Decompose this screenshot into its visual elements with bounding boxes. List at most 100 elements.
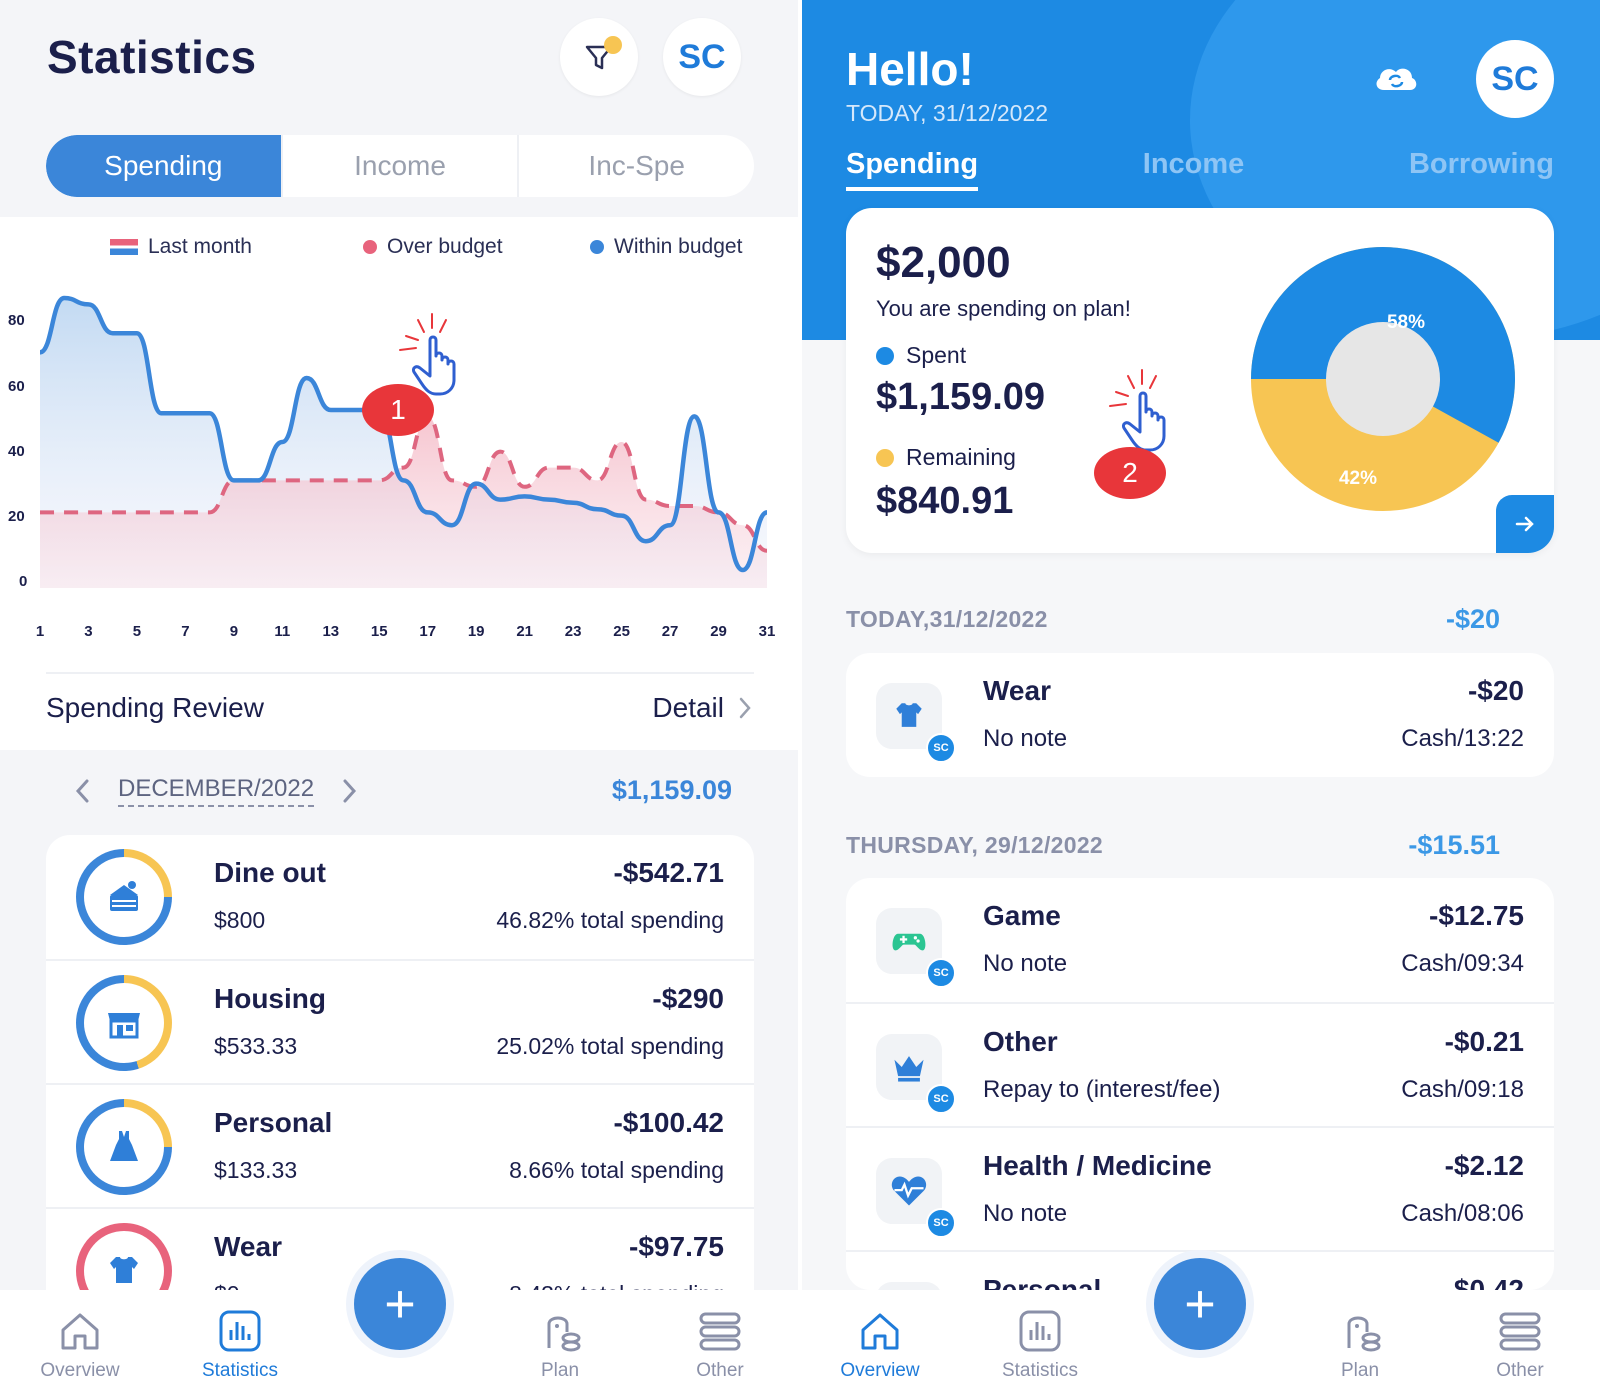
tutorial-marker-2: 2 <box>1094 447 1166 499</box>
remaining-dot <box>876 448 894 467</box>
x-tick-label: 13 <box>322 623 340 640</box>
nav-statistics[interactable]: Statistics <box>170 1308 310 1382</box>
filter-button[interactable] <box>560 18 638 96</box>
spending-line-chart[interactable] <box>0 280 800 620</box>
y-tick-label: 20 <box>8 508 25 525</box>
category-name: Wear <box>214 1231 282 1262</box>
legend-last-month: Last month <box>110 235 252 259</box>
nav-statistics[interactable]: Statistics <box>970 1308 1110 1382</box>
nav-overview-label: Overview <box>40 1360 120 1381</box>
x-tick-label: 21 <box>516 623 533 640</box>
segment-inc-spe[interactable]: Inc-Spe <box>517 135 754 197</box>
avatar-initials: SC <box>678 37 726 76</box>
day-heading: TODAY,31/12/2022 <box>846 606 1048 632</box>
y-tick-label: 60 <box>8 378 25 395</box>
month-total: $1,159.09 <box>611 775 732 805</box>
segment-spending[interactable]: Spending <box>46 135 281 197</box>
transaction-meta: Cash/08:06 <box>1401 1200 1524 1227</box>
spending-series-line <box>38 295 768 573</box>
bar-chart-icon <box>1019 1310 1061 1352</box>
arrow-right-icon <box>1515 516 1534 532</box>
category-budget-ring <box>76 975 172 1071</box>
plan-summary-card[interactable]: $2,000 You are spending on plan! Spent $… <box>846 208 1554 553</box>
transaction-amount: -$0.21 <box>1444 1026 1524 1057</box>
tap-hand-icon <box>399 313 456 396</box>
store-icon <box>108 1013 140 1039</box>
nav-plan[interactable]: Plan <box>1290 1308 1430 1382</box>
x-tick-label: 25 <box>613 623 630 640</box>
segment-income[interactable]: Income <box>280 135 518 197</box>
tab-income[interactable]: Income <box>1142 148 1245 180</box>
detail-link[interactable]: Detail <box>652 692 752 724</box>
category-budget: $533.33 <box>214 1033 298 1059</box>
panel-divider <box>798 0 802 1387</box>
avatar[interactable]: SC <box>1476 40 1554 118</box>
cake-icon <box>110 881 138 911</box>
category-name: Dine out <box>214 857 326 888</box>
category-budget: $133.33 <box>214 1157 298 1183</box>
category-row[interactable]: Personal $133.33 -$100.42 8.66% total sp… <box>46 1083 754 1207</box>
nav-plan-label: Plan <box>1340 1360 1380 1381</box>
tab-spending[interactable]: Spending <box>846 148 979 191</box>
plan-amount: $2,000 <box>876 238 1011 287</box>
transaction-row[interactable]: SC Wear No note -$20 Cash/13:22 <box>846 653 1554 777</box>
day-total: -$20 <box>1445 604 1500 634</box>
shirt-icon <box>110 1257 138 1283</box>
category-amount: -$290 <box>652 983 724 1014</box>
transaction-group: SC Wear No note -$20 Cash/13:22 <box>846 653 1554 777</box>
transaction-group: SC Game No note -$12.75 Cash/09:34 SC Ot… <box>846 878 1554 1290</box>
add-transaction-button[interactable]: + <box>354 1258 446 1350</box>
statistics-screen: Statistics SC Spending Income Inc-Spe La… <box>0 0 800 1387</box>
category-amount: -$542.71 <box>613 857 724 888</box>
category-share: 46.82% total spending <box>496 907 724 933</box>
nav-overview[interactable]: Overview <box>10 1308 150 1382</box>
greeting-title: Hello! <box>846 43 974 95</box>
add-transaction-button[interactable]: + <box>1154 1258 1246 1350</box>
x-tick-label: 1 <box>35 623 45 640</box>
x-tick-label: 9 <box>229 623 239 640</box>
transaction-category: Other <box>983 1026 1058 1057</box>
x-tick-label: 11 <box>274 623 291 640</box>
transaction-row[interactable]: SC Other Repay to (interest/fee) -$0.21 … <box>846 1002 1554 1126</box>
transaction-meta: Cash/13:22 <box>1401 725 1524 752</box>
cloud-sync-icon[interactable] <box>1372 58 1420 98</box>
piggy-icon <box>547 1316 581 1352</box>
tutorial-marker-1: 1 <box>362 384 434 436</box>
nav-other[interactable]: Other <box>1450 1308 1590 1382</box>
day-total: -$15.51 <box>1408 830 1500 860</box>
nav-other[interactable]: Other <box>650 1308 790 1382</box>
plan-detail-button[interactable] <box>1496 495 1554 553</box>
avatar-initials: SC <box>1491 59 1539 98</box>
transaction-row[interactable]: SC Personal -$0.42 <box>846 1250 1554 1290</box>
next-month-button[interactable] <box>342 778 358 804</box>
nav-plan[interactable]: Plan <box>490 1308 630 1382</box>
transaction-amount: -$2.12 <box>1444 1150 1524 1181</box>
overview-tabs: Spending Income Borrowing <box>846 148 1554 191</box>
transaction-meta: Cash/09:34 <box>1401 950 1524 977</box>
remaining-value: $840.91 <box>876 480 1014 522</box>
month-label[interactable]: DECEMBER/2022 <box>118 775 315 807</box>
nav-overview[interactable]: Overview <box>810 1308 950 1382</box>
piggy-icon <box>1347 1316 1381 1352</box>
category-name: Personal <box>214 1107 333 1138</box>
x-tick-label: 23 <box>564 623 582 640</box>
last-month-swatch <box>110 239 138 255</box>
home-icon <box>861 1313 899 1350</box>
category-row[interactable]: Housing $533.33 -$290 25.02% total spend… <box>46 959 754 1083</box>
remaining-percent: 42% <box>1339 468 1377 489</box>
x-tick-label: 7 <box>181 623 190 640</box>
review-divider <box>46 672 754 674</box>
x-tick-label: 27 <box>661 623 679 640</box>
transaction-row[interactable]: SC Health / Medicine No note -$2.12 Cash… <box>846 1126 1554 1250</box>
spent-legend: Spent <box>876 342 966 369</box>
category-row[interactable]: Dine out $800 -$542.71 46.82% total spen… <box>46 835 754 959</box>
transaction-row[interactable]: SC Game No note -$12.75 Cash/09:34 <box>846 878 1554 1002</box>
prev-month-button[interactable] <box>74 778 90 804</box>
over-budget-dot <box>363 240 377 254</box>
tab-borrowing[interactable]: Borrowing <box>1408 148 1554 180</box>
x-tick-label: 19 <box>467 623 485 640</box>
y-tick-label: 40 <box>8 443 25 460</box>
category-share: 8.66% total spending <box>509 1157 724 1183</box>
home-icon <box>61 1313 99 1350</box>
avatar[interactable]: SC <box>663 18 741 96</box>
